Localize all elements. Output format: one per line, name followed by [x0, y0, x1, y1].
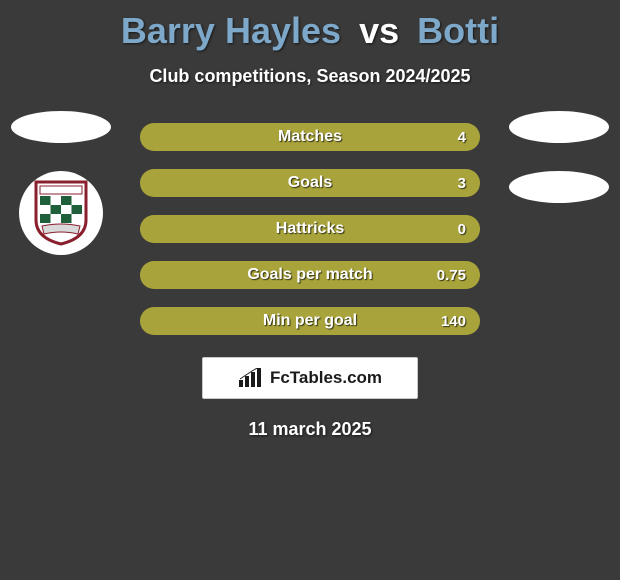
title-player2: Botti: [417, 10, 499, 51]
subtitle: Club competitions, Season 2024/2025: [0, 66, 620, 87]
stat-label: Min per goal: [263, 312, 357, 330]
player2-blank-ellipse-1: [509, 111, 609, 143]
stat-bar: Goals 3: [140, 169, 480, 197]
club-shield-icon: [32, 180, 90, 246]
stat-bar: Min per goal 140: [140, 307, 480, 335]
title-player1: Barry Hayles: [121, 10, 341, 51]
stat-bar: Hattricks 0: [140, 215, 480, 243]
stat-value: 3: [458, 175, 466, 192]
date-text: 11 march 2025: [0, 419, 620, 440]
title-vs: vs: [359, 10, 399, 51]
stat-value: 140: [441, 313, 466, 330]
stat-label: Goals: [288, 174, 332, 192]
stats-bars: Matches 4 Goals 3 Hattricks 0 Goals per match 0…: [140, 123, 480, 335]
player2-blank-ellipse-2: [509, 171, 609, 203]
fctables-logo[interactable]: FcTables.com: [202, 357, 418, 399]
player1-club-badge: [19, 171, 103, 255]
stat-label: Hattricks: [276, 220, 344, 238]
content-area: Matches 4 Goals 3 Hattricks 0 Goals per match 0…: [0, 123, 620, 440]
stat-label: Matches: [278, 128, 342, 146]
fctables-text: FcTables.com: [270, 368, 382, 388]
right-column: [504, 111, 614, 203]
bar-chart-icon: [238, 368, 264, 388]
stat-label: Goals per match: [247, 266, 372, 284]
stat-bar: Matches 4: [140, 123, 480, 151]
stat-value: 0.75: [437, 267, 466, 284]
stat-value: 4: [458, 129, 466, 146]
page-title: Barry Hayles vs Botti: [0, 0, 620, 52]
player1-blank-ellipse: [11, 111, 111, 143]
left-column: [6, 111, 116, 255]
stat-bar: Goals per match 0.75: [140, 261, 480, 289]
stat-value: 0: [458, 221, 466, 238]
